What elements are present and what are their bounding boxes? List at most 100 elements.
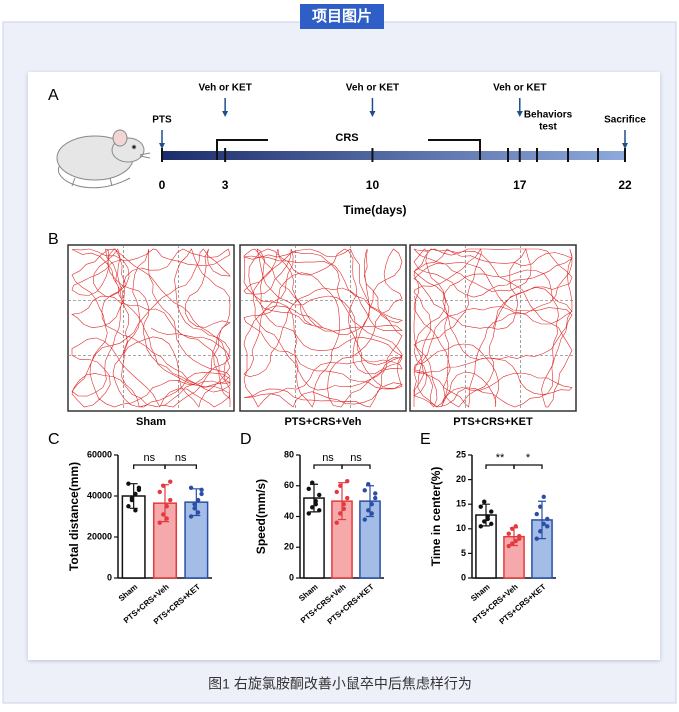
data-point — [517, 536, 522, 541]
data-point — [199, 491, 204, 497]
behaviors-label: test — [539, 122, 557, 133]
panel-label: B — [48, 231, 59, 248]
significance-label: ns — [175, 452, 187, 464]
timeline-tick-label: 22 — [618, 178, 632, 192]
timeline-tick-label: 10 — [366, 178, 380, 192]
group-label: PTS+CRS+KET — [453, 416, 533, 428]
data-point — [168, 497, 173, 503]
y-tick-label: 0 — [461, 572, 466, 582]
data-point — [126, 504, 131, 509]
mouse-illustration — [56, 129, 151, 189]
data-point — [192, 502, 197, 507]
event-label: Veh or KET — [493, 83, 546, 94]
data-point — [506, 531, 511, 536]
data-point — [129, 495, 135, 501]
data-point — [513, 538, 518, 544]
x-axis-title: Time(days) — [343, 203, 406, 217]
data-point — [510, 526, 515, 531]
data-point — [369, 511, 374, 516]
panel-label: C — [48, 431, 60, 448]
event-arrowhead — [369, 111, 376, 117]
data-point — [489, 521, 494, 527]
event-label: Veh or KET — [198, 83, 251, 94]
data-point — [317, 508, 322, 513]
y-tick-label: 80 — [284, 449, 294, 459]
significance-label: ns — [350, 452, 362, 464]
data-point — [366, 482, 371, 487]
data-point — [366, 508, 371, 513]
y-tick-label: 0 — [107, 572, 112, 582]
y-tick-label: 20000 — [87, 531, 112, 541]
data-point — [513, 524, 518, 529]
crs-label: CRS — [335, 132, 358, 144]
data-point — [482, 499, 487, 504]
event-arrowhead — [159, 143, 165, 149]
event-label: Sacrifice — [604, 115, 646, 126]
data-point — [510, 541, 515, 546]
data-point — [345, 478, 350, 484]
data-point — [306, 511, 311, 516]
significance-bracket — [513, 464, 543, 469]
data-point — [345, 495, 350, 501]
data-point — [310, 480, 315, 485]
event-arrowhead — [516, 111, 523, 117]
y-tick-label: 10 — [456, 523, 466, 533]
data-point — [338, 483, 343, 488]
data-point — [362, 488, 367, 493]
trajectory — [243, 248, 403, 408]
data-point — [136, 485, 142, 490]
header-tab — [300, 4, 384, 29]
y-tick-label: 5 — [461, 548, 466, 558]
data-point — [195, 497, 201, 503]
error-bar — [129, 483, 138, 509]
data-point — [534, 511, 539, 517]
header-title: 项目图片 — [312, 7, 372, 25]
data-point — [192, 506, 197, 511]
data-point — [538, 504, 543, 509]
behaviors-label: Behaviors — [524, 110, 573, 121]
data-point — [478, 524, 483, 529]
y-tick-label: 60 — [284, 480, 294, 490]
significance-bracket — [164, 464, 197, 469]
data-point — [188, 514, 194, 519]
data-point — [545, 516, 550, 522]
y-axis-title: Speed(mm/s) — [254, 479, 268, 554]
data-point — [157, 489, 162, 495]
timeline-tick-label: 3 — [222, 178, 229, 192]
event-arrowhead — [622, 143, 628, 149]
timeline-bar — [162, 151, 625, 160]
data-point — [362, 517, 367, 522]
data-point — [306, 486, 311, 492]
significance-label: ns — [322, 452, 334, 464]
data-point — [168, 479, 173, 484]
data-point — [310, 505, 315, 510]
data-point — [126, 481, 131, 486]
y-tick-label: 0 — [289, 572, 294, 582]
panel-label: E — [420, 431, 431, 448]
data-point — [317, 492, 322, 498]
data-point — [164, 504, 169, 509]
timeline-tick-label: 17 — [513, 178, 527, 192]
y-tick-label: 15 — [456, 499, 466, 509]
y-axis-title: Total distance(mm) — [67, 462, 81, 571]
y-tick-label: 20 — [284, 542, 294, 552]
event-arrowhead — [222, 111, 229, 117]
data-point — [478, 504, 483, 509]
data-point — [373, 491, 378, 496]
panel-label: D — [240, 431, 252, 448]
significance-bracket — [341, 464, 371, 469]
data-point — [188, 485, 194, 490]
data-point — [161, 483, 166, 488]
data-point — [161, 512, 166, 517]
data-point — [489, 509, 494, 514]
data-point — [369, 502, 374, 507]
data-point — [541, 521, 546, 527]
error-bar — [192, 488, 201, 517]
data-point — [133, 491, 138, 497]
panel-label: A — [48, 87, 59, 104]
data-point — [482, 519, 487, 524]
data-point — [313, 502, 318, 507]
event-label: Veh or KET — [346, 83, 399, 94]
data-point — [341, 502, 346, 507]
